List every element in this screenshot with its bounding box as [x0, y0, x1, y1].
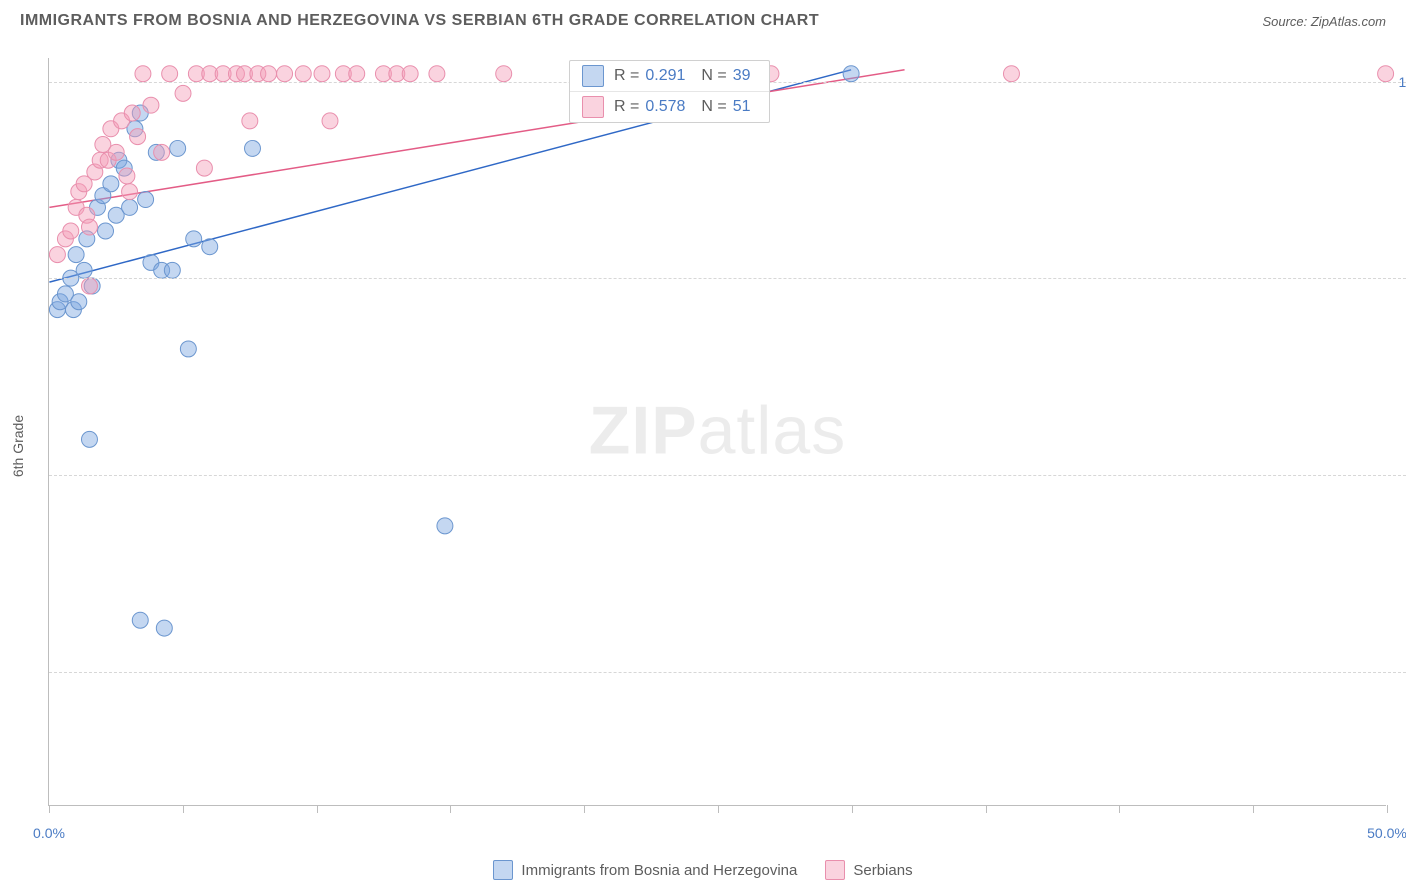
data-point	[108, 144, 124, 160]
r-label: R =	[614, 67, 639, 85]
x-tick	[718, 805, 719, 813]
gridline	[49, 278, 1406, 279]
data-point	[122, 199, 138, 215]
n-value: 39	[733, 67, 751, 85]
source-label: Source: ZipAtlas.com	[1262, 14, 1386, 29]
x-tick	[1119, 805, 1120, 813]
data-point	[143, 97, 159, 113]
data-point	[132, 612, 148, 628]
data-point	[81, 431, 97, 447]
x-tick	[450, 805, 451, 813]
data-point	[103, 176, 119, 192]
data-point	[49, 247, 65, 263]
legend-swatch	[825, 860, 845, 880]
data-point	[843, 66, 859, 82]
gridline	[49, 672, 1406, 673]
legend-swatch	[493, 860, 513, 880]
plot-area: ZIPatlas 92.5%95.0%97.5%100.0%0.0%50.0%R…	[48, 58, 1386, 806]
gridline	[49, 475, 1406, 476]
data-point	[496, 66, 512, 82]
legend-label: Serbians	[853, 862, 912, 879]
x-tick	[317, 805, 318, 813]
x-tick	[1253, 805, 1254, 813]
x-tick	[49, 805, 50, 813]
data-point	[68, 247, 84, 263]
data-point	[71, 294, 87, 310]
data-point	[186, 231, 202, 247]
x-tick	[852, 805, 853, 813]
correlation-legend-row: R = 0.291 N = 39	[570, 61, 769, 91]
data-point	[242, 113, 258, 129]
data-point	[124, 105, 140, 121]
data-point	[81, 278, 97, 294]
data-point	[138, 192, 154, 208]
r-value: 0.578	[645, 98, 685, 116]
data-point	[277, 66, 293, 82]
data-point	[314, 66, 330, 82]
scatter-svg	[49, 58, 1386, 805]
legend-bottom: Immigrants from Bosnia and Herzegovina Se…	[0, 860, 1406, 880]
x-tick	[986, 805, 987, 813]
data-point	[245, 140, 261, 156]
x-tick	[1387, 805, 1388, 813]
data-point	[63, 223, 79, 239]
y-tick-label: 100.0%	[1391, 74, 1406, 90]
data-point	[202, 239, 218, 255]
legend-label: Immigrants from Bosnia and Herzegovina	[521, 862, 797, 879]
n-label: N =	[701, 67, 726, 85]
data-point	[429, 66, 445, 82]
r-label: R =	[614, 98, 639, 116]
legend-item: Serbians	[825, 860, 912, 880]
x-tick	[183, 805, 184, 813]
correlation-legend: R = 0.291 N = 39 R = 0.578 N = 51	[569, 60, 770, 123]
data-point	[156, 620, 172, 636]
data-point	[322, 113, 338, 129]
data-point	[261, 66, 277, 82]
x-tick	[584, 805, 585, 813]
data-point	[154, 144, 170, 160]
data-point	[122, 184, 138, 200]
data-point	[196, 160, 212, 176]
data-point	[295, 66, 311, 82]
legend-swatch	[582, 65, 604, 87]
legend-swatch	[582, 96, 604, 118]
data-point	[162, 66, 178, 82]
r-value: 0.291	[645, 67, 685, 85]
data-point	[180, 341, 196, 357]
y-axis-title: 6th Grade	[10, 415, 26, 477]
data-point	[119, 168, 135, 184]
data-point	[164, 262, 180, 278]
chart-title: IMMIGRANTS FROM BOSNIA AND HERZEGOVINA V…	[20, 12, 819, 30]
y-tick-label: 95.0%	[1391, 467, 1406, 483]
data-point	[1003, 66, 1019, 82]
data-point	[98, 223, 114, 239]
x-tick-label: 50.0%	[1367, 825, 1406, 841]
legend-item: Immigrants from Bosnia and Herzegovina	[493, 860, 797, 880]
data-point	[76, 262, 92, 278]
data-point	[81, 219, 97, 235]
data-point	[170, 140, 186, 156]
data-point	[437, 518, 453, 534]
y-tick-label: 97.5%	[1391, 270, 1406, 286]
data-point	[402, 66, 418, 82]
n-label: N =	[701, 98, 726, 116]
data-point	[135, 66, 151, 82]
data-point	[349, 66, 365, 82]
data-point	[175, 85, 191, 101]
x-tick-label: 0.0%	[33, 825, 65, 841]
correlation-legend-row: R = 0.578 N = 51	[570, 91, 769, 122]
data-point	[130, 129, 146, 145]
y-tick-label: 92.5%	[1391, 664, 1406, 680]
n-value: 51	[733, 98, 751, 116]
